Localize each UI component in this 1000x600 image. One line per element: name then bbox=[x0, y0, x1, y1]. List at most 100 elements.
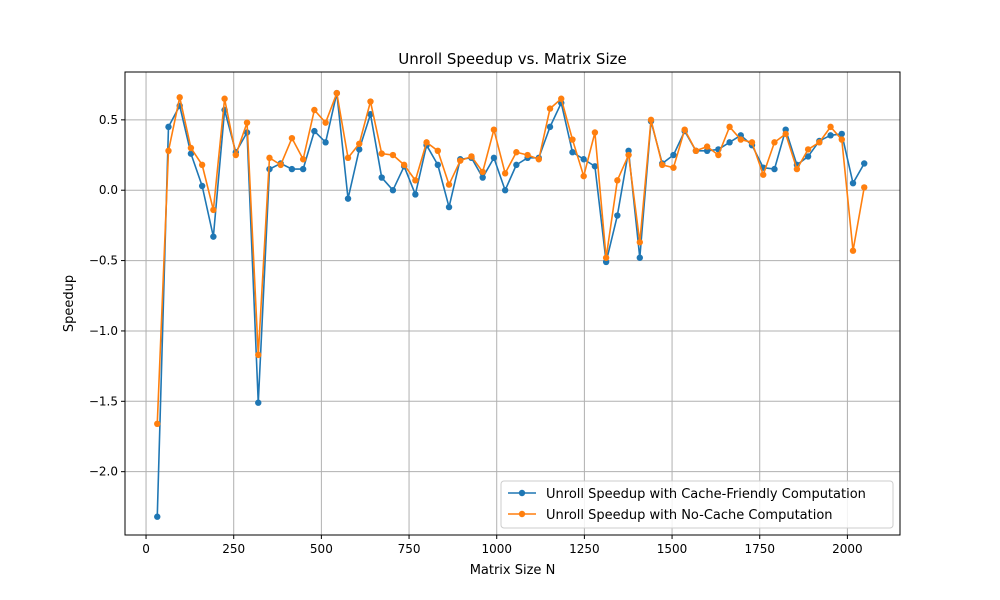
data-point bbox=[165, 147, 172, 155]
data-point bbox=[647, 116, 655, 124]
data-point bbox=[771, 139, 778, 146]
data-point bbox=[771, 165, 778, 173]
data-point bbox=[490, 126, 498, 133]
y-tick-label: −1.5 bbox=[89, 394, 118, 408]
data-point bbox=[412, 177, 419, 184]
data-point bbox=[198, 161, 206, 169]
data-point bbox=[479, 174, 486, 181]
data-point bbox=[288, 165, 296, 173]
data-point bbox=[659, 161, 666, 169]
legend: Unroll Speedup with Cache-Friendly Compu… bbox=[500, 480, 894, 529]
data-point bbox=[445, 181, 453, 188]
data-point bbox=[748, 139, 756, 146]
data-point bbox=[513, 149, 520, 156]
data-point bbox=[299, 165, 307, 173]
series-2 bbox=[154, 89, 868, 428]
data-point bbox=[210, 233, 217, 240]
data-point bbox=[378, 174, 385, 181]
data-point bbox=[255, 399, 262, 406]
data-point bbox=[412, 191, 419, 198]
data-point bbox=[501, 187, 509, 194]
data-point bbox=[636, 254, 643, 261]
data-point bbox=[266, 154, 273, 162]
data-point bbox=[849, 247, 857, 254]
data-point bbox=[198, 182, 206, 190]
data-point bbox=[187, 150, 195, 157]
data-point bbox=[546, 123, 554, 131]
data-point bbox=[524, 151, 531, 159]
data-point bbox=[356, 140, 363, 147]
chart-title: Unroll Speedup vs. Matrix Size bbox=[398, 50, 626, 68]
x-tick-label: 1000 bbox=[481, 542, 512, 556]
legend-entry: Unroll Speedup with No-Cache Computation bbox=[508, 508, 833, 523]
data-point bbox=[782, 130, 789, 138]
data-point bbox=[602, 254, 610, 261]
data-point bbox=[288, 134, 296, 142]
data-point bbox=[490, 154, 498, 162]
data-point bbox=[154, 420, 161, 428]
data-point bbox=[322, 139, 329, 146]
data-point bbox=[434, 161, 442, 169]
x-tick-label: 1250 bbox=[569, 542, 600, 556]
data-point bbox=[703, 143, 711, 150]
x-axis-label: Matrix Size N bbox=[470, 563, 556, 578]
data-point bbox=[804, 153, 812, 160]
data-point bbox=[591, 129, 599, 136]
data-point bbox=[333, 89, 341, 97]
data-point bbox=[513, 161, 520, 169]
data-point bbox=[457, 157, 464, 164]
data-point bbox=[804, 146, 812, 153]
legend-box bbox=[500, 480, 894, 529]
x-axis: 0 250 500 750 1000 1250 1500 1750 2000 bbox=[142, 535, 863, 556]
data-point bbox=[636, 239, 643, 246]
x-tick-label: 250 bbox=[222, 542, 245, 556]
data-point bbox=[277, 161, 284, 169]
y-tick-label: −2.0 bbox=[89, 465, 118, 479]
data-point bbox=[760, 171, 767, 178]
data-point bbox=[726, 139, 733, 146]
data-point bbox=[232, 151, 240, 159]
data-point bbox=[737, 136, 744, 143]
data-point bbox=[389, 187, 397, 194]
y-axis-label: Speedup bbox=[62, 275, 77, 332]
data-point bbox=[311, 106, 318, 114]
series-line bbox=[156, 92, 866, 424]
x-tick-label: 2000 bbox=[832, 542, 863, 556]
data-point bbox=[838, 136, 845, 143]
data-point bbox=[221, 95, 228, 102]
data-point bbox=[580, 156, 587, 163]
y-tick-label: 0.5 bbox=[99, 113, 118, 127]
data-point bbox=[569, 136, 576, 143]
x-tick-label: 1750 bbox=[744, 542, 775, 556]
data-point bbox=[299, 156, 307, 163]
data-point bbox=[827, 132, 834, 139]
data-point bbox=[827, 123, 834, 131]
y-axis: −2.0 −1.5 −1.0 −0.5 0.0 0.5 bbox=[89, 113, 125, 479]
data-point bbox=[344, 195, 352, 202]
data-point bbox=[389, 151, 397, 159]
legend-label: Unroll Speedup with No-Cache Computation bbox=[546, 508, 833, 523]
data-point bbox=[861, 160, 868, 167]
data-point bbox=[546, 105, 554, 112]
data-point bbox=[569, 149, 576, 156]
data-point bbox=[378, 150, 385, 157]
data-point bbox=[838, 130, 845, 138]
data-point bbox=[501, 170, 509, 177]
x-tick-label: 1500 bbox=[657, 542, 688, 556]
data-point bbox=[681, 126, 688, 133]
data-point bbox=[434, 147, 442, 155]
data-point bbox=[367, 98, 374, 105]
data-point bbox=[614, 177, 621, 184]
legend-swatch-marker bbox=[518, 510, 526, 518]
x-tick-label: 0 bbox=[142, 542, 150, 556]
data-point bbox=[176, 94, 183, 101]
data-point bbox=[580, 172, 587, 180]
data-point bbox=[625, 151, 632, 159]
data-point bbox=[243, 119, 251, 126]
data-point bbox=[861, 184, 868, 191]
plot-frame bbox=[124, 71, 901, 536]
x-tick-label: 750 bbox=[398, 542, 421, 556]
data-point bbox=[793, 165, 801, 173]
